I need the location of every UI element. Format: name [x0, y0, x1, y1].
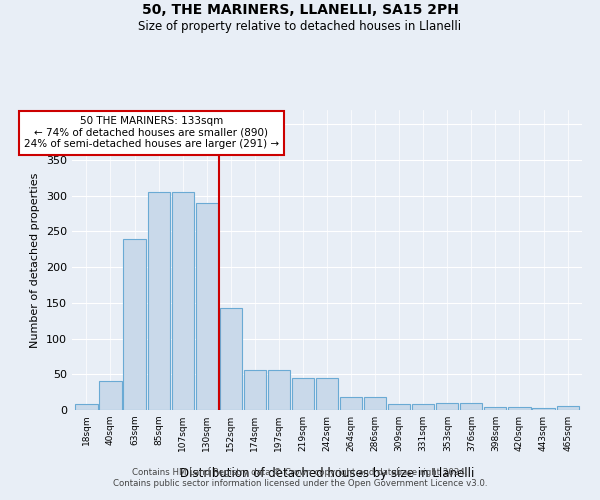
Text: Size of property relative to detached houses in Llanelli: Size of property relative to detached ho…	[139, 20, 461, 33]
Y-axis label: Number of detached properties: Number of detached properties	[31, 172, 40, 348]
Bar	[412, 404, 434, 410]
Text: 50, THE MARINERS, LLANELLI, SA15 2PH: 50, THE MARINERS, LLANELLI, SA15 2PH	[142, 2, 458, 16]
Text: Distribution of detached houses by size in Llanelli: Distribution of detached houses by size …	[180, 468, 474, 480]
Bar	[388, 404, 410, 410]
Bar	[124, 238, 146, 410]
Bar	[557, 406, 578, 410]
Bar	[100, 382, 122, 410]
Text: Contains HM Land Registry data © Crown copyright and database right 2024.
Contai: Contains HM Land Registry data © Crown c…	[113, 468, 487, 487]
Bar	[484, 407, 506, 410]
Bar	[316, 378, 338, 410]
Bar	[292, 378, 314, 410]
Bar	[172, 192, 194, 410]
Bar	[244, 370, 266, 410]
Bar	[340, 397, 362, 410]
Text: 50 THE MARINERS: 133sqm
← 74% of detached houses are smaller (890)
24% of semi-d: 50 THE MARINERS: 133sqm ← 74% of detache…	[24, 116, 279, 150]
Bar	[532, 408, 554, 410]
Bar	[460, 403, 482, 410]
Bar	[436, 403, 458, 410]
Bar	[220, 308, 242, 410]
Bar	[148, 192, 170, 410]
Bar	[268, 370, 290, 410]
Bar	[76, 404, 98, 410]
Bar	[196, 203, 218, 410]
Bar	[364, 397, 386, 410]
Bar	[508, 407, 530, 410]
